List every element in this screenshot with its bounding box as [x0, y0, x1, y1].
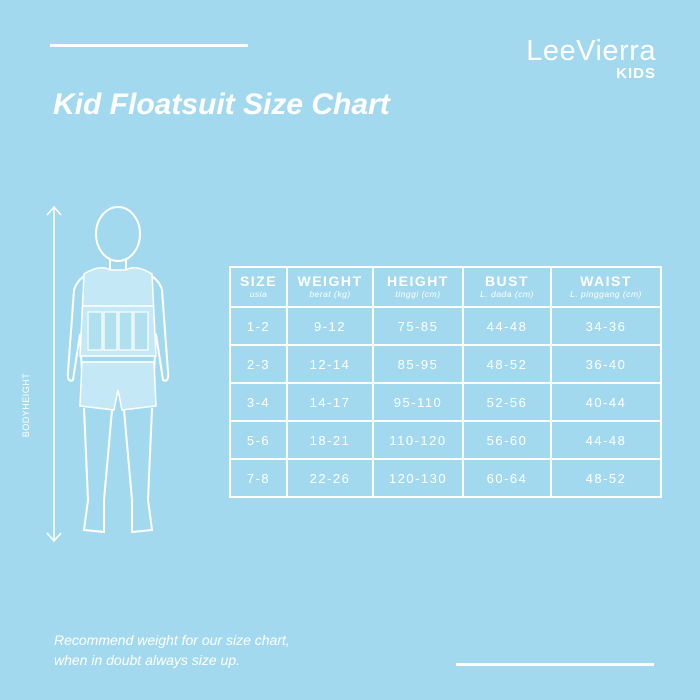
- header-waist: WAIST L. pinggang (cm): [550, 266, 662, 308]
- table-row: 3-4 14-17 95-110 52-56 40-44: [229, 382, 662, 422]
- cell-bust: 48-52: [462, 344, 552, 384]
- cell-size: 2-3: [229, 344, 288, 384]
- top-divider-line: [50, 44, 248, 47]
- cell-size: 7-8: [229, 458, 288, 498]
- size-note-line: when in doubt always size up.: [54, 652, 240, 668]
- height-label: BODYHEIGHT: [21, 372, 31, 438]
- child-figure-icon: [66, 206, 170, 534]
- table-row: 5-6 18-21 110-120 56-60 44-48: [229, 420, 662, 460]
- bottom-divider-line: [456, 663, 654, 666]
- size-chart-table: SIZE usia WEIGHT berat (kg) HEIGHT tingg…: [229, 266, 662, 498]
- header-height: HEIGHT tinggi (cm): [372, 266, 464, 308]
- brand-logo: LeeVierra KIDS: [526, 36, 656, 82]
- brand-sub: KIDS: [616, 65, 656, 82]
- cell-bust: 56-60: [462, 420, 552, 460]
- cell-height: 110-120: [372, 420, 464, 460]
- size-note-line: Recommend weight for our size chart,: [54, 632, 290, 648]
- header-bust: BUST L. dada (cm): [462, 266, 552, 308]
- cell-bust: 52-56: [462, 382, 552, 422]
- cell-height: 120-130: [372, 458, 464, 498]
- header-size: SIZE usia: [229, 266, 288, 308]
- table-header-row: SIZE usia WEIGHT berat (kg) HEIGHT tingg…: [229, 266, 662, 308]
- cell-waist: 36-40: [550, 344, 662, 384]
- size-note: Recommend weight for our size chart, whe…: [54, 630, 290, 670]
- table-row: 7-8 22-26 120-130 60-64 48-52: [229, 458, 662, 498]
- header-weight: WEIGHT berat (kg): [286, 266, 374, 308]
- cell-weight: 9-12: [286, 306, 374, 346]
- cell-height: 85-95: [372, 344, 464, 384]
- cell-weight: 12-14: [286, 344, 374, 384]
- cell-size: 3-4: [229, 382, 288, 422]
- cell-waist: 48-52: [550, 458, 662, 498]
- brand-name: LeeVierra: [526, 35, 656, 67]
- page-title: Kid Floatsuit Size Chart: [53, 88, 390, 121]
- cell-size: 5-6: [229, 420, 288, 460]
- cell-bust: 60-64: [462, 458, 552, 498]
- cell-waist: 40-44: [550, 382, 662, 422]
- height-arrow-icon: [46, 205, 62, 543]
- cell-weight: 14-17: [286, 382, 374, 422]
- table-row: 1-2 9-12 75-85 44-48 34-36: [229, 306, 662, 346]
- cell-weight: 22-26: [286, 458, 374, 498]
- cell-height: 95-110: [372, 382, 464, 422]
- cell-height: 75-85: [372, 306, 464, 346]
- cell-waist: 34-36: [550, 306, 662, 346]
- table-row: 2-3 12-14 85-95 48-52 36-40: [229, 344, 662, 384]
- cell-weight: 18-21: [286, 420, 374, 460]
- cell-size: 1-2: [229, 306, 288, 346]
- cell-bust: 44-48: [462, 306, 552, 346]
- cell-waist: 44-48: [550, 420, 662, 460]
